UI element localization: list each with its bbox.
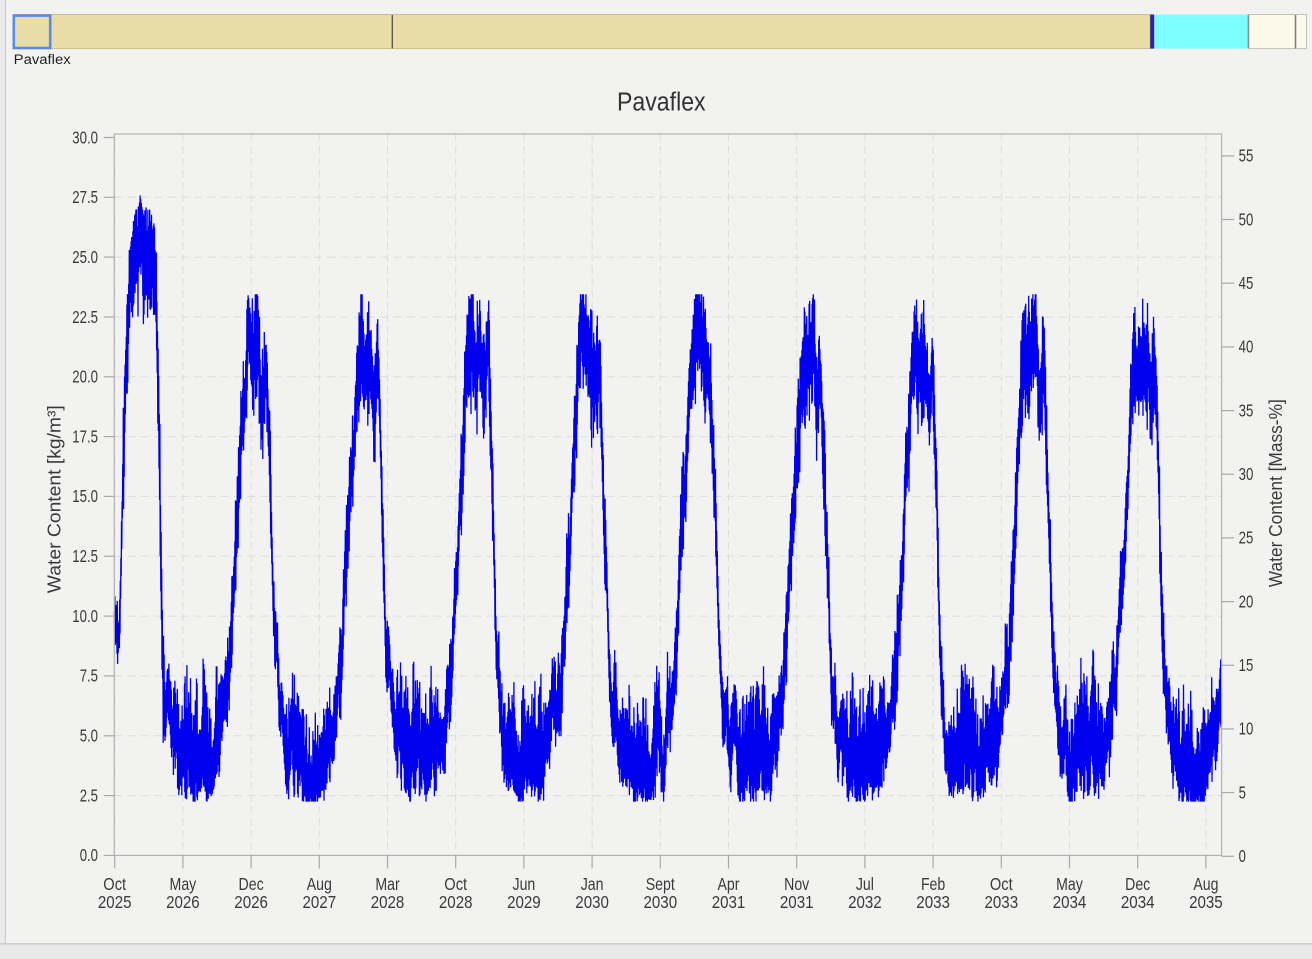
svg-text:25: 25 bbox=[1239, 528, 1254, 548]
svg-text:2033: 2033 bbox=[916, 892, 950, 912]
svg-text:2026: 2026 bbox=[234, 892, 268, 912]
svg-text:Water Content [Mass-%]: Water Content [Mass-%] bbox=[1265, 399, 1286, 587]
svg-text:2034: 2034 bbox=[1121, 892, 1155, 912]
svg-text:May: May bbox=[170, 874, 197, 894]
svg-text:Dec: Dec bbox=[239, 874, 264, 894]
svg-text:2035: 2035 bbox=[1189, 892, 1223, 912]
svg-text:35: 35 bbox=[1239, 400, 1254, 420]
svg-text:Sept: Sept bbox=[646, 874, 675, 894]
svg-text:7.5: 7.5 bbox=[80, 666, 98, 686]
svg-text:2029: 2029 bbox=[507, 892, 541, 912]
svg-text:20.0: 20.0 bbox=[72, 367, 98, 387]
svg-text:30: 30 bbox=[1239, 464, 1254, 484]
svg-text:Feb: Feb bbox=[921, 874, 945, 894]
svg-text:Aug: Aug bbox=[307, 874, 332, 894]
svg-text:Oct: Oct bbox=[444, 874, 467, 894]
svg-text:Pavaflex: Pavaflex bbox=[617, 89, 706, 117]
svg-text:40: 40 bbox=[1239, 337, 1254, 357]
svg-text:Pavaflex: Pavaflex bbox=[14, 51, 71, 67]
svg-text:Jul: Jul bbox=[856, 874, 874, 894]
svg-text:2033: 2033 bbox=[985, 892, 1019, 912]
svg-text:15.0: 15.0 bbox=[72, 486, 98, 506]
svg-text:Aug: Aug bbox=[1193, 874, 1218, 894]
svg-text:25.0: 25.0 bbox=[72, 247, 98, 267]
svg-text:5.0: 5.0 bbox=[80, 726, 98, 746]
svg-text:2026: 2026 bbox=[166, 892, 200, 912]
svg-text:2030: 2030 bbox=[644, 892, 678, 912]
svg-text:Water Content [kg/m³]: Water Content [kg/m³] bbox=[44, 405, 65, 593]
svg-text:22.5: 22.5 bbox=[72, 307, 98, 327]
svg-text:Nov: Nov bbox=[784, 874, 809, 894]
svg-text:10: 10 bbox=[1239, 719, 1254, 739]
svg-text:2028: 2028 bbox=[439, 892, 473, 912]
svg-text:17.5: 17.5 bbox=[72, 426, 98, 446]
svg-text:2.5: 2.5 bbox=[80, 785, 98, 805]
svg-text:2025: 2025 bbox=[98, 892, 132, 912]
svg-text:2034: 2034 bbox=[1053, 892, 1087, 912]
svg-text:2031: 2031 bbox=[780, 892, 814, 912]
svg-text:2030: 2030 bbox=[575, 892, 609, 912]
svg-text:Dec: Dec bbox=[1125, 874, 1150, 894]
svg-text:Oct: Oct bbox=[103, 874, 126, 894]
svg-text:Apr: Apr bbox=[718, 874, 740, 894]
svg-text:0: 0 bbox=[1239, 846, 1246, 866]
svg-text:12.5: 12.5 bbox=[72, 546, 98, 566]
svg-text:50: 50 bbox=[1239, 209, 1254, 229]
svg-text:15: 15 bbox=[1239, 655, 1254, 675]
svg-text:Oct: Oct bbox=[990, 874, 1013, 894]
svg-text:Jan: Jan bbox=[581, 874, 604, 894]
svg-text:2027: 2027 bbox=[303, 892, 337, 912]
svg-text:27.5: 27.5 bbox=[72, 187, 98, 207]
svg-text:2028: 2028 bbox=[371, 892, 405, 912]
svg-text:45: 45 bbox=[1239, 273, 1254, 293]
svg-text:20: 20 bbox=[1239, 591, 1254, 611]
svg-text:2032: 2032 bbox=[848, 892, 882, 912]
svg-text:5: 5 bbox=[1239, 782, 1246, 802]
svg-text:0.0: 0.0 bbox=[80, 845, 98, 865]
svg-text:30.0: 30.0 bbox=[72, 127, 98, 147]
svg-text:55: 55 bbox=[1239, 146, 1254, 166]
svg-text:10.0: 10.0 bbox=[72, 606, 98, 626]
svg-text:Mar: Mar bbox=[375, 874, 399, 894]
svg-text:Jun: Jun bbox=[513, 874, 536, 894]
svg-text:2031: 2031 bbox=[712, 892, 746, 912]
svg-text:May: May bbox=[1056, 874, 1083, 894]
